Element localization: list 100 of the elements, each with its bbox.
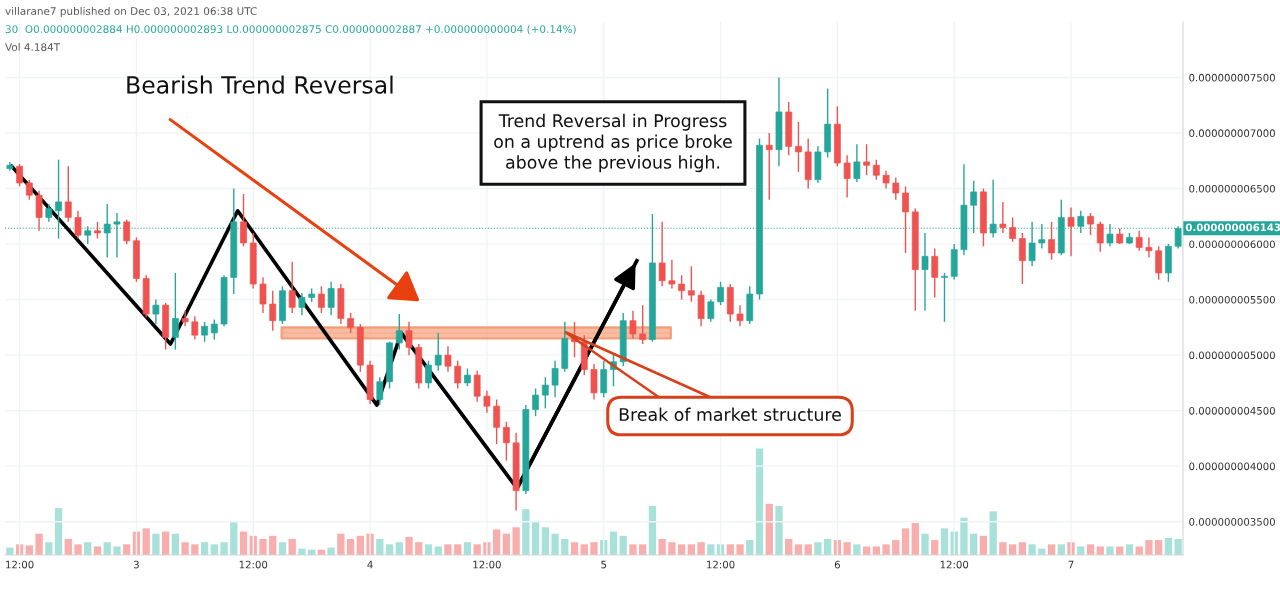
bar [561, 539, 569, 555]
bar [522, 509, 530, 555]
bar [1018, 542, 1027, 555]
candlestick [902, 185, 909, 254]
bar [54, 508, 63, 555]
bar [1155, 540, 1163, 555]
x-tick-label: 12:00 [473, 560, 501, 569]
bar [570, 542, 579, 555]
bar [415, 542, 423, 555]
bar [1047, 544, 1056, 555]
candlestick [16, 163, 23, 188]
candlestick [64, 165, 72, 223]
candlestick [395, 313, 403, 351]
bar [337, 533, 345, 555]
bar [1057, 544, 1065, 555]
bar [35, 533, 43, 555]
bar [113, 546, 121, 555]
bar [103, 542, 111, 555]
candlestick [687, 265, 695, 303]
bar [74, 544, 82, 555]
candlestick [123, 218, 131, 245]
bar [239, 531, 248, 555]
bar [502, 533, 511, 555]
candlestick [795, 121, 802, 173]
bar [677, 544, 686, 555]
annotation: Bearish Trend Reversal [127, 75, 393, 94]
candlestick [1087, 212, 1094, 236]
candlestick [765, 132, 773, 201]
bar [541, 527, 549, 555]
candlestick [152, 298, 160, 325]
candlestick [1009, 216, 1016, 243]
candlestick [74, 210, 82, 240]
bar [853, 544, 861, 555]
candlestick [172, 272, 179, 351]
bar [230, 521, 238, 555]
bar [142, 528, 150, 555]
bar [639, 544, 647, 555]
bar [385, 544, 394, 555]
annotation: Break of market structure [619, 407, 841, 422]
bar [590, 542, 598, 555]
x-tick-label: 5 [601, 560, 607, 569]
bar [824, 539, 832, 555]
bar [512, 527, 520, 555]
candlestick [639, 304, 647, 345]
candlestick [201, 321, 208, 343]
candlestick [921, 232, 929, 312]
bar [181, 542, 189, 555]
candlestick [444, 345, 452, 373]
bar [1145, 540, 1153, 555]
bar [1096, 546, 1104, 555]
candlestick [1048, 221, 1055, 261]
candlestick [863, 143, 870, 176]
bar [746, 540, 754, 555]
candlestick [425, 359, 432, 390]
bar [872, 546, 880, 555]
candlestick [1155, 245, 1163, 281]
bar [25, 545, 33, 555]
bar [434, 546, 442, 555]
bar [454, 544, 462, 555]
candlestick [541, 376, 549, 410]
candlestick [629, 310, 637, 340]
bar [931, 540, 939, 555]
candlestick [931, 247, 939, 299]
bar [775, 505, 783, 555]
bar [999, 542, 1007, 555]
bar [1086, 544, 1095, 555]
bar [697, 542, 705, 555]
bar [921, 533, 929, 555]
x-tick-label: 12:00 [239, 560, 268, 569]
candlestick [405, 321, 413, 356]
bar [220, 542, 228, 555]
bar [405, 536, 413, 555]
candlestick [298, 292, 306, 316]
candlestick [999, 201, 1007, 234]
candlestick [1135, 230, 1143, 252]
candlestick [240, 193, 247, 247]
bar [93, 546, 102, 555]
candlestick [35, 190, 43, 232]
candlestick [551, 359, 559, 399]
x-tick-label: 12:00 [6, 560, 34, 569]
candlestick [668, 258, 676, 290]
bar [911, 523, 919, 555]
y-tick-label: 0.000000005000 [1189, 351, 1275, 360]
bar [580, 544, 588, 555]
candlestick [473, 369, 481, 403]
bar [200, 542, 209, 555]
bar [892, 540, 900, 555]
y-tick-label: 0.000000007500 [1189, 73, 1275, 82]
bar [64, 539, 72, 555]
bar [736, 544, 744, 555]
candlestick [658, 221, 666, 287]
bar [668, 542, 676, 555]
bar [45, 542, 53, 555]
x-tick-label: 7 [1068, 560, 1074, 569]
candlestick [600, 359, 608, 399]
y-tick-label: 0.000000004000 [1189, 462, 1275, 471]
candlestick [678, 274, 685, 301]
bar [1164, 537, 1173, 555]
bar [1174, 539, 1182, 555]
bar [814, 542, 822, 555]
